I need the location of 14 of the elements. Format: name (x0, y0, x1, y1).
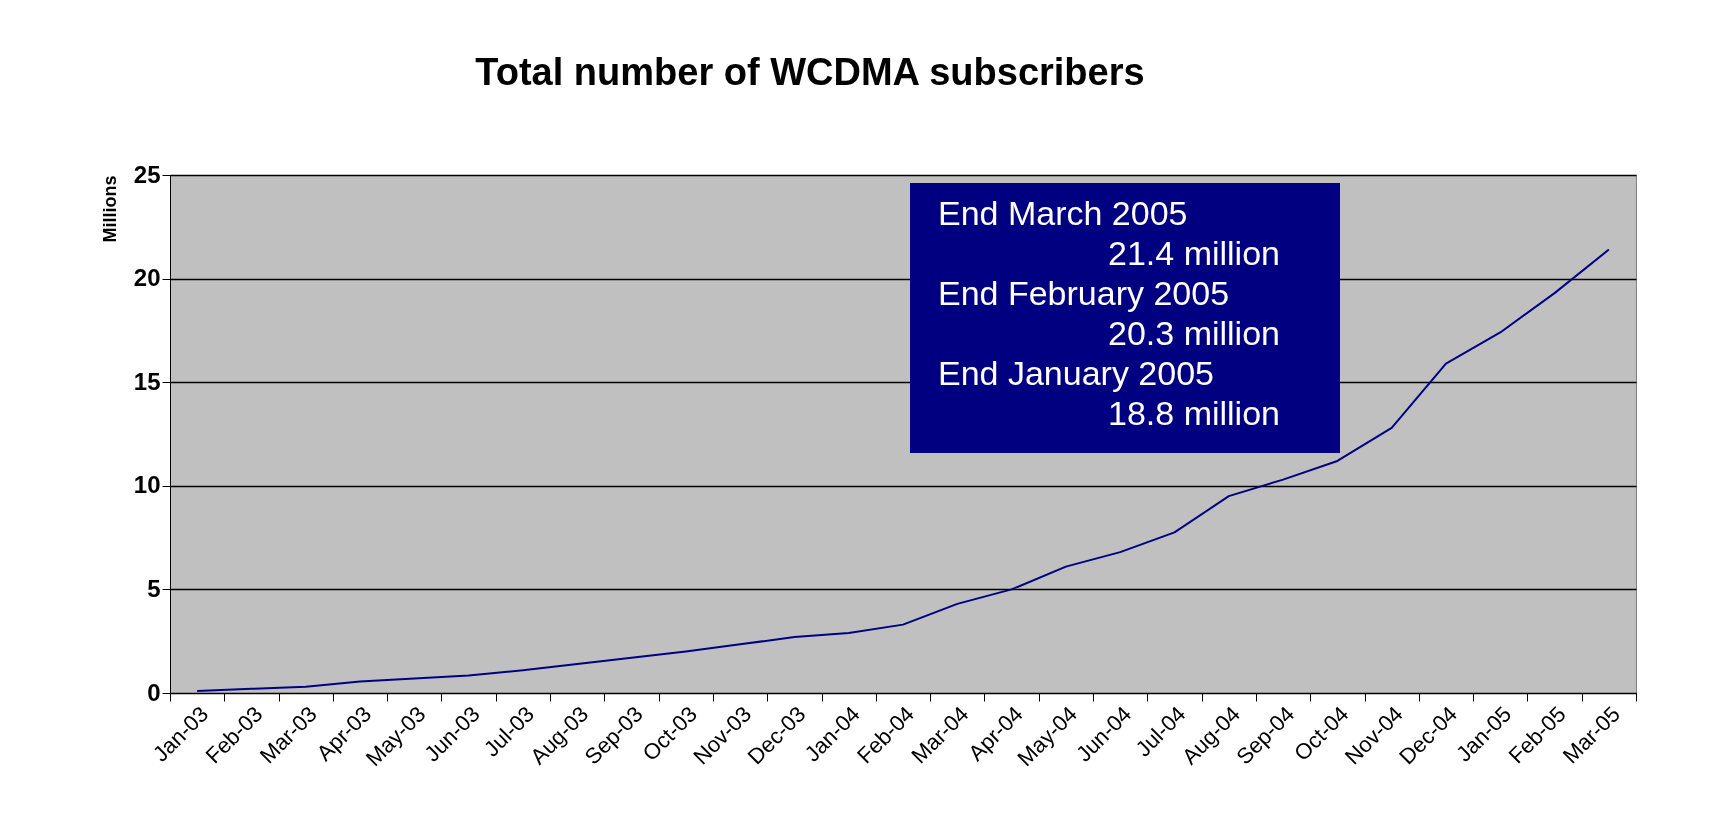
y-tick-label: 20 (133, 264, 161, 292)
annotation: 18.8 million (1108, 394, 1280, 432)
y-tick-label: 0 (147, 678, 161, 706)
annotation: End February 2005 (938, 274, 1230, 312)
chart-title: Total number of WCDMA subscribers (475, 51, 1145, 93)
annotation: End March 2005 (938, 194, 1188, 232)
y-tick-label: 5 (147, 574, 161, 602)
y-tick-label: 25 (133, 160, 161, 188)
annotation: 20.3 million (1108, 314, 1280, 352)
annotation: End January 2005 (938, 354, 1214, 392)
annotation: 21.4 million (1108, 234, 1280, 272)
y-axis-title: Millions (99, 175, 120, 243)
y-tick-label: 15 (133, 367, 161, 395)
y-tick-label: 10 (133, 471, 161, 499)
